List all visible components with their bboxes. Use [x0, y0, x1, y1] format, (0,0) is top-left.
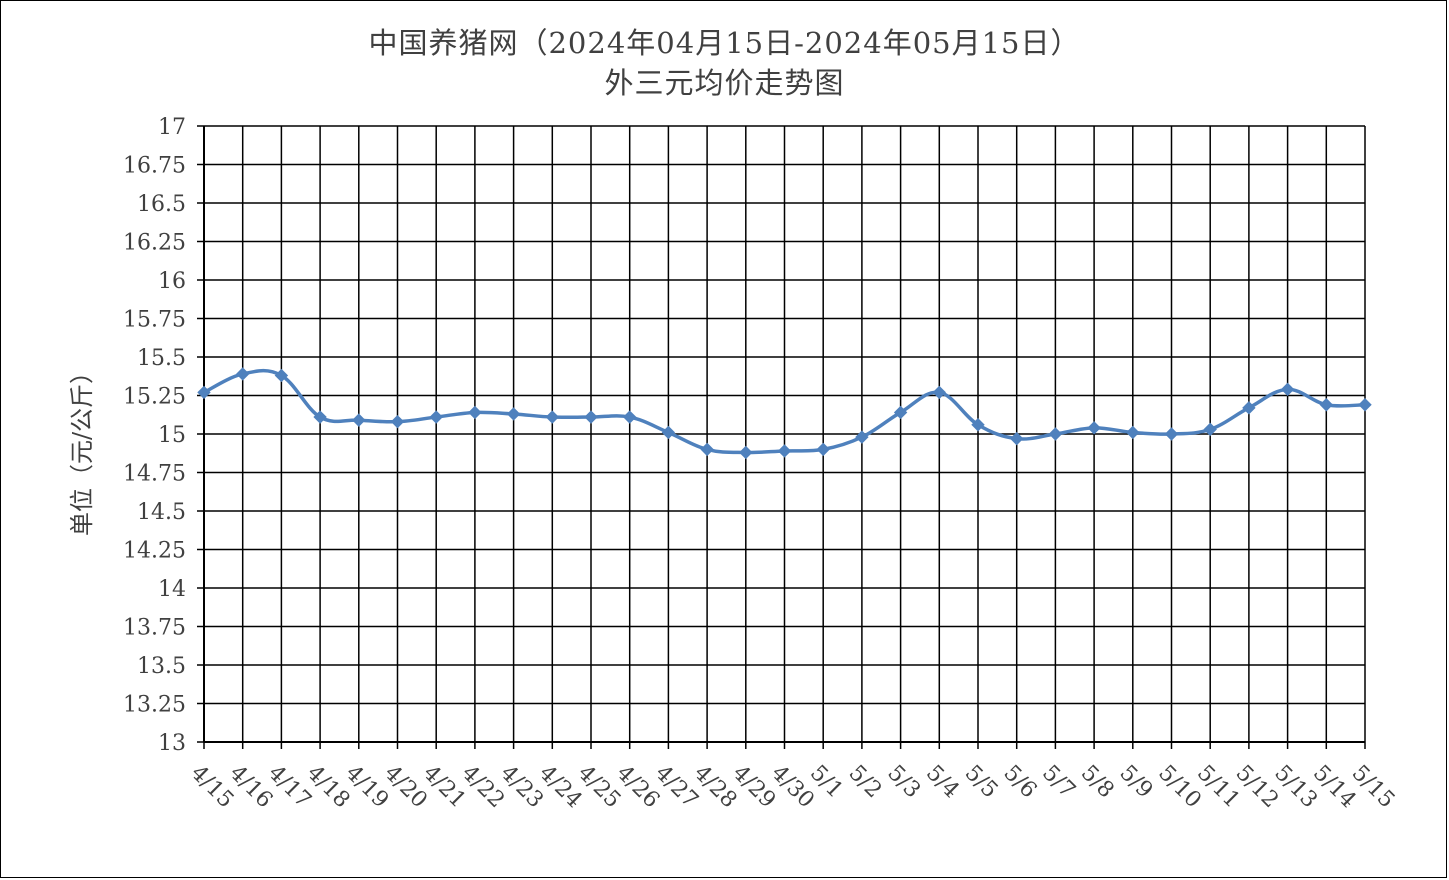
- x-tick-label: 5/3: [882, 761, 925, 804]
- y-tick-label: 14.5: [137, 500, 186, 525]
- y-tick-labels: 17 16.75 16.5 16.25 16 15.75 15.5 15.25 15 14.75 1…: [123, 115, 186, 756]
- x-tick-label: 5/11: [1192, 761, 1245, 814]
- x-tick-label: 4/25: [573, 761, 626, 814]
- x-tick-label: 4/20: [379, 761, 432, 814]
- x-tick-label: 4/24: [534, 761, 587, 814]
- data-point-marker: [313, 410, 327, 424]
- data-point-marker: [197, 385, 211, 400]
- x-tick-label: 4/16: [224, 761, 277, 814]
- data-point-marker: [739, 445, 753, 460]
- y-tick-label: 17: [158, 115, 186, 140]
- data-point-marker: [893, 405, 908, 420]
- x-tick-label: 4/22: [457, 761, 510, 814]
- x-tick-label: 4/29: [728, 761, 781, 814]
- x-tick-label: 4/30: [766, 761, 819, 814]
- x-tick-label: 5/5: [960, 761, 1003, 804]
- data-point-marker: [1358, 398, 1372, 412]
- x-tick-label: 4/21: [418, 761, 471, 814]
- data-point-marker: [855, 430, 869, 444]
- data-point-marker: [971, 418, 985, 432]
- data-point-marker: [352, 413, 366, 427]
- data-point-marker: [545, 410, 560, 424]
- y-tick-label: 16.25: [123, 231, 186, 256]
- data-point-marker: [1203, 422, 1217, 437]
- y-tick-label: 13.5: [137, 654, 186, 679]
- data-point-marker: [506, 407, 521, 421]
- x-tick-label: 5/9: [1115, 761, 1158, 804]
- data-point-marker: [1009, 431, 1024, 446]
- y-tick-label: 16: [158, 269, 186, 294]
- x-tick-label: 5/14: [1308, 761, 1361, 814]
- x-tick-label: 5/12: [1231, 761, 1284, 814]
- y-axis-label: 单位（元/公斤）: [68, 360, 96, 536]
- y-tick-label: 13: [158, 731, 186, 756]
- y-tick-label: 16.75: [123, 154, 186, 179]
- x-tick-label: 4/17: [263, 761, 316, 814]
- y-tick-label: 16.5: [137, 192, 186, 217]
- x-tick-label: 5/7: [1037, 761, 1080, 804]
- data-point-marker: [1087, 421, 1101, 435]
- x-tick-label: 5/6: [998, 761, 1041, 804]
- data-point-marker: [584, 410, 598, 424]
- data-point-marker: [1126, 425, 1140, 440]
- x-tick-label: 4/15: [186, 761, 239, 814]
- y-tick-label: 14.75: [123, 462, 186, 487]
- data-point-marker: [274, 368, 289, 383]
- chart-title: 中国养猪网（2024年04月15日-2024年05月15日）: [368, 26, 1081, 60]
- y-tick-label: 15.5: [137, 346, 186, 371]
- y-tick-label: 13.25: [123, 693, 186, 718]
- y-tick-label: 15.25: [123, 385, 186, 410]
- x-tick-label: 4/23: [495, 761, 548, 814]
- x-tick-label: 5/15: [1347, 761, 1400, 814]
- x-tick-label: 4/18: [302, 761, 355, 814]
- x-tick-label: 5/10: [1153, 761, 1206, 814]
- x-tick-label: 4/19: [341, 761, 394, 814]
- x-tick-label: 4/26: [611, 761, 664, 814]
- series-layer: [197, 367, 1372, 460]
- chart-subtitle: 外三元均价走势图: [604, 66, 845, 100]
- y-tick-label: 13.75: [123, 616, 186, 641]
- data-point-marker: [1280, 382, 1295, 397]
- y-tick-label: 14.25: [123, 539, 186, 564]
- y-tick-label: 15.75: [123, 308, 186, 333]
- data-point-marker: [700, 442, 714, 457]
- y-tick-label: 15: [158, 423, 186, 448]
- data-point-marker: [661, 425, 676, 440]
- x-tick-label: 5/4: [921, 761, 964, 804]
- x-tick-label: 5/2: [844, 761, 887, 804]
- x-tick-label: 5/8: [1076, 761, 1119, 804]
- data-point-marker: [1164, 427, 1179, 441]
- x-tick-label: 4/28: [689, 761, 742, 814]
- x-tick-label: 4/27: [650, 761, 703, 814]
- axes: [197, 125, 1366, 749]
- data-point-marker: [816, 442, 830, 457]
- data-point-marker: [777, 444, 792, 458]
- x-tick-labels: 4/154/164/174/184/194/204/214/224/234/24…: [186, 761, 1400, 814]
- data-point-marker: [390, 414, 405, 429]
- data-point-marker: [468, 405, 482, 420]
- data-point-marker: [622, 410, 637, 424]
- x-tick-label: 5/13: [1269, 761, 1322, 814]
- data-point-marker: [1319, 398, 1334, 412]
- y-tick-label: 14: [158, 577, 186, 602]
- data-point-marker: [235, 367, 250, 381]
- data-point-marker: [1048, 427, 1063, 441]
- data-point-marker: [1242, 401, 1256, 415]
- data-point-marker: [932, 385, 947, 400]
- data-point-marker: [429, 410, 443, 424]
